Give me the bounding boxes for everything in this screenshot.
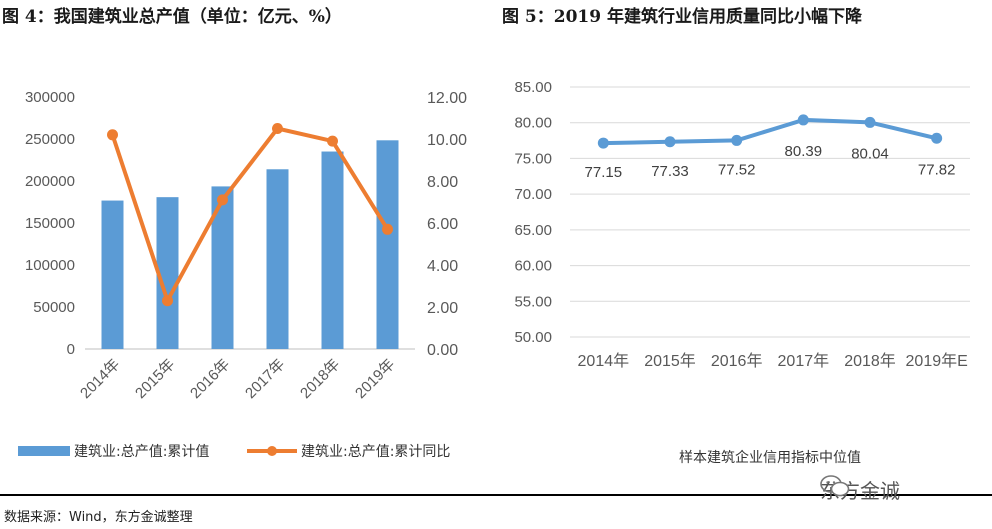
chart1-x-tick: 2016年 [187, 356, 233, 402]
chart2-y-tick: 65.00 [514, 222, 552, 239]
chart1-x-tick: 2019年 [352, 356, 398, 402]
chart1-right-tick: 4.00 [427, 258, 458, 275]
chart1-bar [376, 140, 399, 349]
chart2-y-tick: 80.00 [514, 115, 552, 132]
chart1-right-tick: 12.00 [427, 90, 467, 107]
chart2-y-tick: 75.00 [514, 150, 552, 167]
chart1-left-tick: 300000 [25, 89, 75, 106]
chart2-data-label: 80.04 [851, 145, 889, 162]
chart1-x-tick: 2014年 [77, 356, 123, 402]
chart1-bar [321, 151, 344, 349]
bottom-divider [0, 494, 992, 496]
chart1-bar [156, 197, 179, 349]
chart1-bar [211, 186, 234, 349]
chart1-left-tick: 50000 [33, 299, 75, 316]
chart1-growth-point [327, 135, 338, 147]
chart1-right-tick: 8.00 [427, 174, 458, 191]
chart2-x-tick: 2019年E [906, 352, 968, 370]
chart1-legend-bar-swatch [18, 446, 70, 456]
chart2-x-tick: 2016年 [711, 352, 763, 370]
figure-5-title: 图 5：2019 年建筑行业信用质量同比小幅下降 [502, 7, 862, 27]
chart1-growth-point [382, 223, 393, 235]
chart2-point [797, 114, 809, 126]
chart2-data-label: 80.39 [785, 143, 823, 160]
chart1-left-tick: 0 [67, 341, 75, 358]
chart2-y-tick: 70.00 [514, 186, 552, 203]
chart2-x-tick: 2018年 [844, 352, 896, 370]
chart1-right-tick: 2.00 [427, 300, 458, 317]
charts-canvas: 0 50000 100000 150000 200000 250000 300000 0.00… [18, 79, 970, 466]
chart1-left-tick: 250000 [25, 131, 75, 148]
chart1-growth-point [217, 194, 228, 206]
source-note: 数据来源：Wind，东方金诚整理 [4, 510, 193, 525]
chart1-growth-point [162, 295, 173, 307]
chart1-x-tick: 2017年 [242, 356, 288, 402]
chart2-caption: 样本建筑企业信用指标中位值 [679, 449, 861, 466]
chart1-bar [101, 200, 124, 349]
chart1-x-tick: 2015年 [132, 356, 178, 402]
chart2-point [597, 137, 609, 149]
chart1-x-tick: 2018年 [297, 356, 343, 402]
chart2-x-tick: 2017年 [778, 352, 830, 370]
chart2-y-tick: 60.00 [514, 258, 552, 275]
chart2-data-label: 77.33 [651, 163, 689, 180]
chart1-growth-line [110, 126, 390, 303]
watermark: 东方金诚 [820, 475, 900, 504]
chart2-y-tick: 85.00 [514, 79, 552, 96]
chart2-y-tick: 55.00 [514, 293, 552, 310]
chart1-right-tick: 6.00 [427, 216, 458, 233]
chart1-legend-line-label: 建筑业:总产值:累计同比 [301, 444, 450, 460]
chart1-bar [266, 169, 289, 349]
chart1-right-tick: 10.00 [427, 132, 467, 149]
chart2-y-tick: 50.00 [514, 329, 552, 346]
chart2-data-label: 77.82 [918, 161, 956, 178]
chart2-point [864, 116, 876, 128]
figure-4-title: 图 4：我国建筑业总产值（单位：亿元、%） [2, 7, 342, 27]
chart2-point [931, 132, 943, 144]
chart2-data-label: 77.15 [585, 164, 623, 181]
chart1-legend-bar-label: 建筑业:总产值:累计值 [74, 444, 209, 460]
chart2-series-line [603, 117, 938, 146]
wechat-icon [820, 475, 850, 497]
chart1-left-tick: 100000 [25, 257, 75, 274]
chart1-growth-point [107, 129, 118, 141]
chart1-growth-point [272, 123, 283, 134]
chart1-legend-line-marker [267, 446, 277, 456]
chart1-left-tick: 150000 [25, 215, 75, 232]
chart2-x-tick: 2014年 [578, 352, 630, 370]
chart1-right-tick: 0.00 [427, 342, 458, 359]
chart1-left-tick: 200000 [25, 173, 75, 190]
chart2-point [731, 134, 743, 146]
chart2-x-tick: 2015年 [644, 352, 696, 370]
chart2-point [664, 136, 676, 148]
chart2-data-label: 77.52 [718, 161, 756, 178]
